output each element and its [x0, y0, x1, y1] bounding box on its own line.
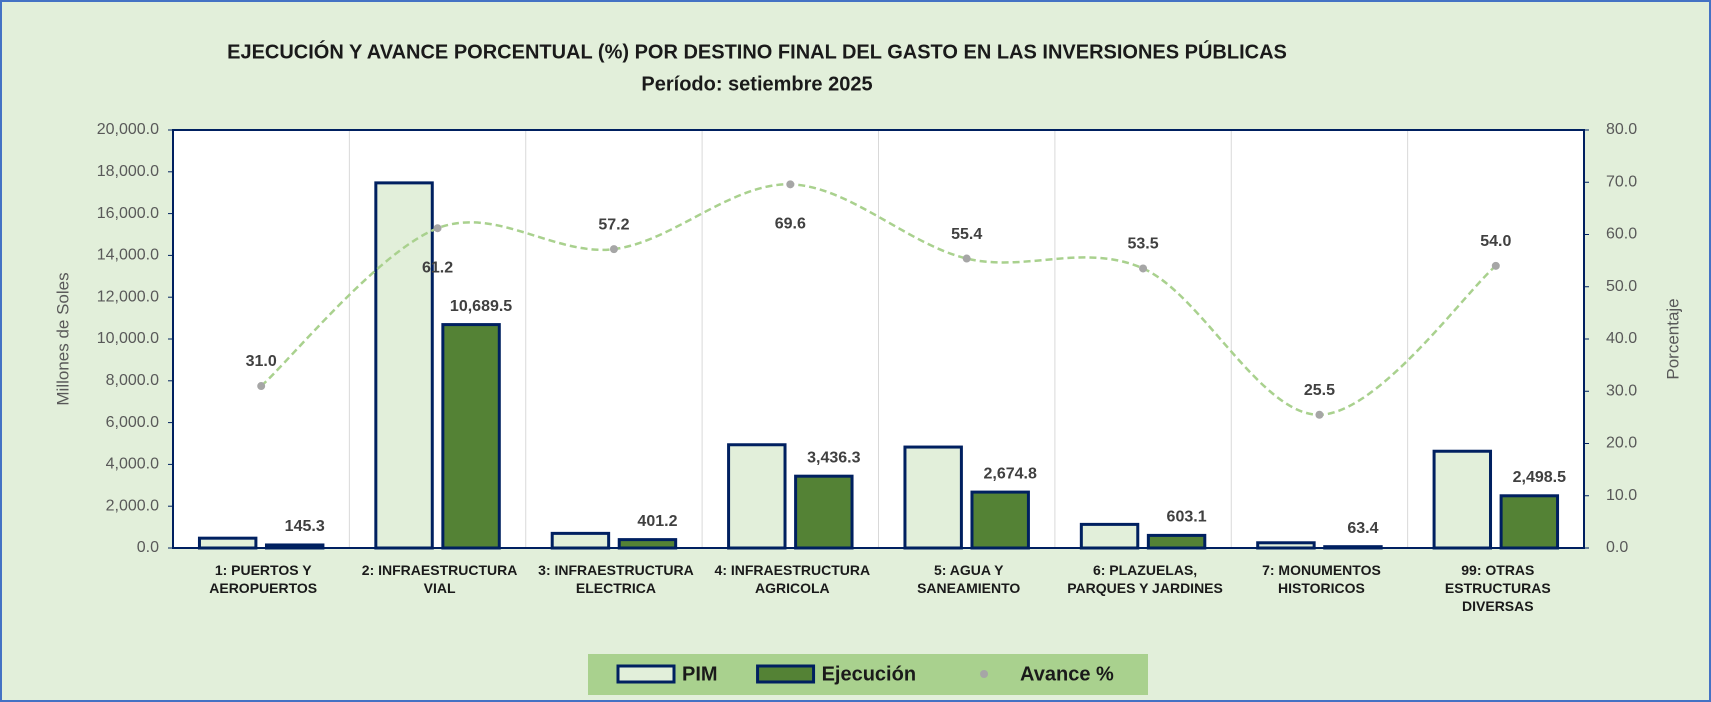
chart-title: EJECUCIÓN Y AVANCE PORCENTUAL (%) POR DE…	[227, 39, 1287, 63]
bar	[374, 181, 434, 550]
line-marker	[257, 382, 266, 391]
legend-label: Avance %	[1020, 663, 1114, 685]
x-tick-label: 1: PUERTOS Y AEROPUERTOS	[209, 562, 318, 596]
bar	[1146, 533, 1207, 550]
y2-tick-label: 50.0	[1606, 278, 1637, 295]
y-tick-label: 8,000.0	[106, 372, 159, 389]
legend-swatch	[756, 664, 816, 684]
legend-label: PIM	[682, 663, 718, 685]
data-label: 603.1	[1167, 509, 1207, 526]
data-label: 63.4	[1347, 520, 1378, 537]
data-label: 69.6	[775, 216, 806, 233]
y2-axis-title: Porcentaje	[1663, 298, 1682, 379]
y-tick-label: 12,000.0	[97, 288, 159, 305]
bar	[1499, 494, 1560, 550]
bar	[1079, 522, 1140, 550]
data-label: 145.3	[285, 518, 325, 535]
y-tick-label: 2,000.0	[106, 497, 159, 514]
x-tick-label: 2: INFRAESTRUCTURA VIAL	[361, 562, 518, 596]
bar	[794, 474, 854, 550]
y2-tick-label: 60.0	[1606, 226, 1637, 243]
x-tick-label: 99: OTRAS ESTRUCTURAS DIVERSAS	[1444, 562, 1551, 614]
data-label: 31.0	[246, 353, 277, 370]
y-tick-label: 4,000.0	[106, 456, 159, 473]
bar	[550, 531, 611, 550]
y-tick-label: 18,000.0	[97, 163, 159, 180]
bar	[1432, 449, 1493, 550]
data-label: 3,436.3	[807, 449, 860, 466]
line-marker	[609, 245, 618, 254]
y-tick-label: 14,000.0	[97, 247, 159, 264]
legend-swatch	[616, 664, 676, 684]
y-tick-label: 0.0	[137, 539, 159, 556]
y2-tick-label: 10.0	[1606, 487, 1637, 504]
line-marker	[1139, 264, 1148, 273]
x-tick-label: 7: MONUMENTOS HISTORICOS	[1262, 562, 1381, 596]
y-tick-label: 16,000.0	[97, 205, 159, 222]
x-tick-label: 4: INFRAESTRUCTURA AGRICOLA	[714, 562, 871, 596]
data-label: 401.2	[637, 513, 677, 530]
y-tick-label: 20,000.0	[97, 121, 159, 138]
y2-tick-label: 80.0	[1606, 121, 1637, 138]
data-label: 54.0	[1480, 233, 1511, 250]
bar	[903, 445, 963, 550]
data-label: 55.4	[951, 226, 982, 243]
line-marker	[1315, 410, 1324, 419]
bar	[617, 538, 678, 550]
data-label: 53.5	[1127, 236, 1158, 253]
bar	[197, 536, 258, 550]
data-label: 57.2	[598, 216, 629, 233]
x-tick-label: 3: INFRAESTRUCTURA ELECTRICA	[538, 562, 694, 596]
y2-tick-label: 0.0	[1606, 539, 1628, 556]
data-label: 10,689.5	[450, 298, 512, 315]
bar	[970, 490, 1030, 550]
bar	[441, 323, 501, 550]
plot-border	[172, 129, 1585, 549]
data-label: 2,498.5	[1513, 469, 1566, 486]
line-marker	[786, 180, 795, 189]
data-label: 25.5	[1304, 382, 1335, 399]
x-tick-label: 5: AGUA Y SANEAMIENTO	[917, 562, 1021, 596]
y2-tick-label: 40.0	[1606, 330, 1637, 347]
y-tick-label: 6,000.0	[106, 414, 159, 431]
data-label: 2,674.8	[984, 465, 1037, 482]
line	[260, 183, 1497, 417]
line-marker	[962, 254, 971, 263]
y2-tick-label: 20.0	[1606, 435, 1637, 452]
line-marker	[433, 224, 442, 233]
y-axis-title: Millones de Soles	[53, 272, 72, 405]
data-label: 61.2	[422, 259, 453, 276]
y2-tick-label: 70.0	[1606, 173, 1637, 190]
y2-tick-label: 30.0	[1606, 382, 1637, 399]
legend-marker	[980, 670, 989, 678]
legend-label: Ejecución	[822, 663, 916, 685]
x-tick-label: 6: PLAZUELAS, PARQUES Y JARDINES	[1067, 562, 1223, 596]
y-tick-label: 10,000.0	[97, 330, 159, 347]
bar	[727, 443, 787, 550]
line-marker	[1491, 261, 1500, 270]
legend-box	[588, 654, 1148, 695]
chart-subtitle: Período: setiembre 2025	[641, 73, 872, 95]
